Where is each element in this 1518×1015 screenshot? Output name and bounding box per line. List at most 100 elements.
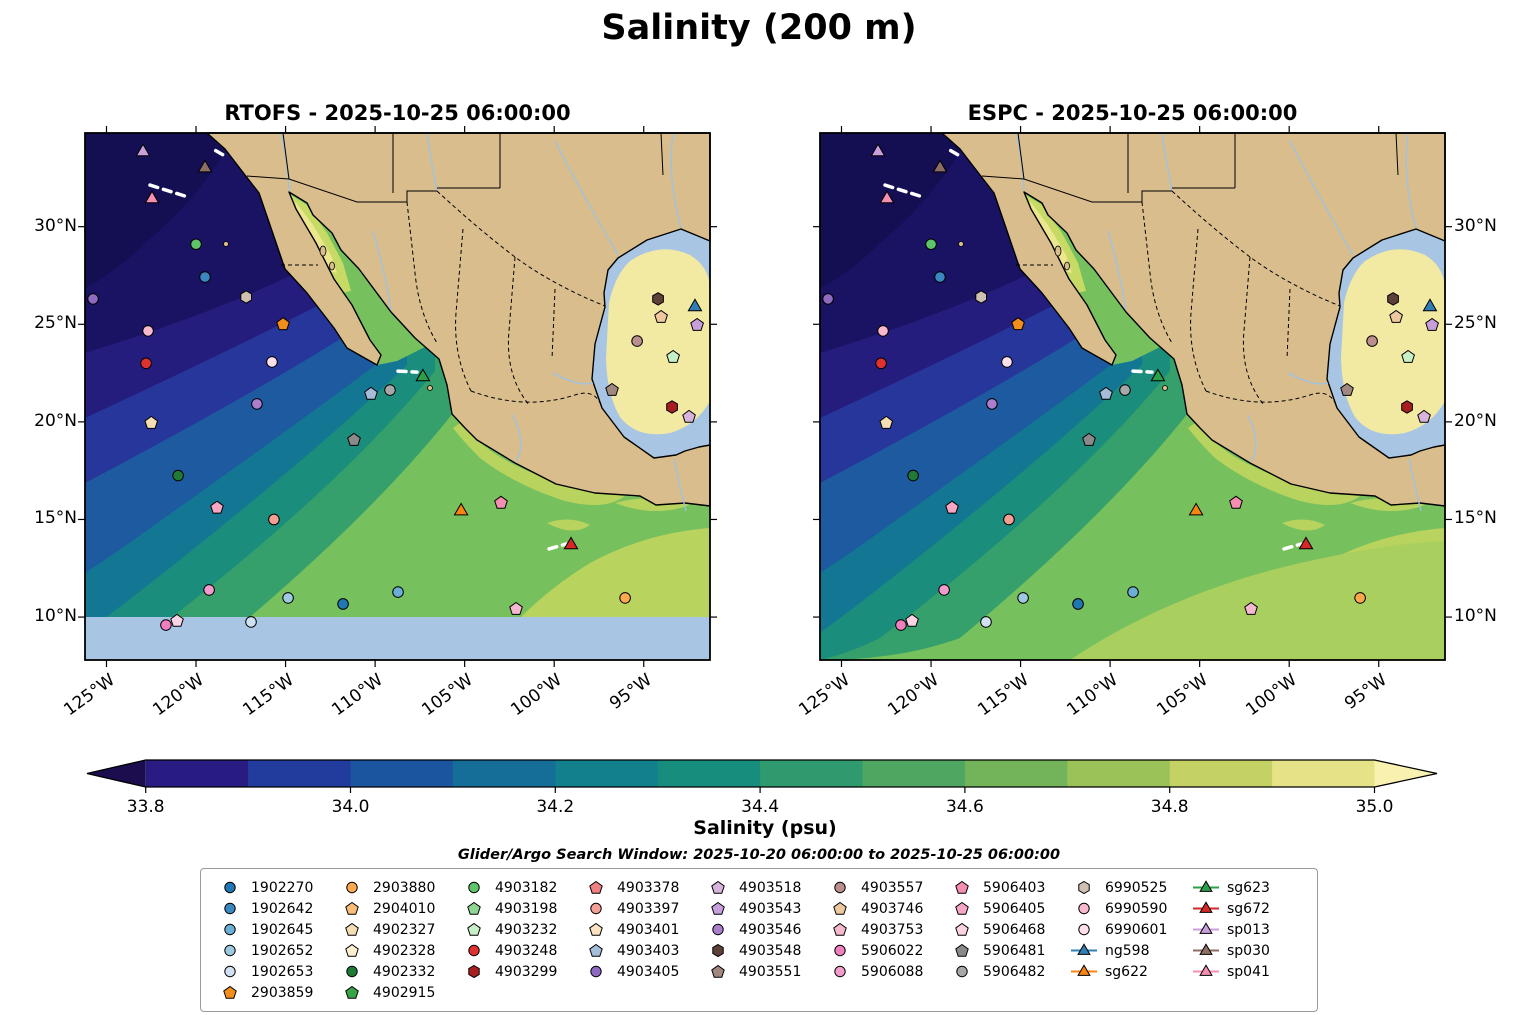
legend-item-sg672: sg672 [1191, 898, 1303, 919]
x-tick-label: 100°W [1242, 670, 1301, 721]
y-tick-label: 20°N [34, 410, 77, 431]
marker-5906022 [160, 619, 172, 631]
float-marker-icon [955, 901, 969, 915]
float-marker-icon [345, 985, 359, 999]
marker-4903232 [666, 349, 680, 363]
marker-5906403 [1229, 495, 1243, 509]
marker-4903299 [1401, 400, 1413, 414]
marker-6990590 [877, 325, 889, 337]
legend-item-label: ng598 [1105, 942, 1150, 959]
legend-item-label: 1902270 [251, 879, 314, 896]
colorbar-tick-label: 34.8 [1150, 797, 1189, 817]
river [512, 414, 522, 462]
marker-1902270 [337, 598, 349, 610]
colorbar-band [760, 760, 864, 787]
glider-marker-icon [1193, 922, 1219, 934]
legend-item-label: 5906405 [983, 900, 1046, 917]
float-marker-icon [590, 902, 602, 915]
float-marker-icon [956, 965, 968, 978]
map-svg-espc [813, 126, 1452, 667]
glider-track-sg672 [1282, 542, 1303, 551]
y-tick-label: 30°N [1454, 215, 1497, 236]
legend-item-label: 5906022 [861, 942, 924, 959]
x-tick-label: 110°W [328, 670, 387, 721]
marker-sg672 [563, 536, 579, 550]
marker-1902652 [282, 592, 294, 604]
float-marker-icon [833, 922, 847, 936]
float-marker-icon [833, 901, 847, 915]
colorbar-band [1272, 760, 1376, 787]
colorbar-tick-label: 35.0 [1355, 797, 1394, 817]
legend-item-4902328: 4902328 [337, 940, 449, 961]
river [372, 230, 392, 311]
marker-4902327 [879, 415, 894, 429]
river [673, 458, 687, 512]
legend-item-label: sg623 [1227, 879, 1270, 896]
marker-ng598 [687, 298, 703, 312]
x-tick-label: 115°W [973, 670, 1033, 721]
x-tick-label: 120°W [884, 670, 943, 721]
search-window-caption: Glider/Argo Search Window: 2025-10-20 06… [457, 847, 1061, 863]
glider-track-sp041 [148, 183, 190, 199]
float-marker-icon [589, 922, 603, 936]
state-border [1017, 132, 1025, 180]
glider-marker-icon [1193, 901, 1219, 913]
marker-sp041 [144, 190, 160, 204]
marker-6990601 [266, 356, 278, 368]
marker-1902653 [245, 616, 257, 628]
marker-4903518 [1417, 409, 1431, 423]
island [1162, 385, 1168, 391]
x-tick-label: 125°W [794, 670, 854, 721]
legend-item-sg623: sg623 [1191, 877, 1303, 898]
river [1405, 132, 1417, 229]
state-border [282, 132, 290, 180]
float-marker-icon [468, 881, 480, 894]
float-marker-icon [224, 923, 236, 936]
float-marker-icon [345, 922, 359, 936]
x-tick-label: 105°W [417, 670, 477, 721]
float-marker-icon [589, 943, 603, 957]
legend-column: sg623 sg672 sp013 sp030 sp041 [1191, 877, 1303, 1003]
x-tick-label: 100°W [507, 670, 566, 721]
x-tick-label: 95°W [605, 670, 656, 714]
legend-item-5906088: 5906088 [825, 961, 937, 982]
legend-item-label: 2904010 [373, 900, 436, 917]
marker-5906022 [895, 619, 907, 631]
y-tick-label: 15°N [34, 508, 77, 529]
legend-item-label: 4903198 [495, 900, 558, 917]
legend-item-4903198: 4903198 [459, 898, 571, 919]
legend-column: 6990525 6990590 6990601 ng598 sg622 [1069, 877, 1181, 1003]
marker-1902270 [1072, 598, 1084, 610]
dashed-border [1286, 288, 1291, 360]
colorbar-tick-label: 34.0 [331, 797, 370, 817]
marker-2903859 [276, 317, 290, 331]
landmass [206, 132, 711, 507]
marker-2903880 [619, 592, 631, 604]
marker-4903543 [1425, 317, 1439, 331]
legend-item-sp041: sp041 [1191, 961, 1303, 982]
marker-4903557 [1366, 335, 1378, 347]
marker-4903551 [605, 382, 619, 396]
legend-item-6990601: 6990601 [1069, 919, 1181, 940]
legend-item-label: sg622 [1105, 963, 1148, 980]
legend-item-sp013: sp013 [1191, 919, 1303, 940]
float-marker-icon [834, 965, 846, 978]
float-marker-icon [467, 901, 481, 915]
glider-track-sp041 [883, 183, 925, 199]
panel-title-rtofs: RTOFS - 2025-10-25 06:00:00 [224, 101, 571, 125]
marker-4903248 [875, 357, 887, 370]
colorbar-label: Salinity (psu) [693, 817, 837, 839]
marker-4902332 [172, 469, 184, 482]
marker-5906481 [1082, 432, 1096, 446]
float-marker-icon [346, 965, 358, 978]
legend-item-1902652: 1902652 [215, 940, 327, 961]
float-marker-icon [468, 944, 480, 957]
marker-5906088 [938, 584, 950, 596]
colorbar-band [452, 760, 556, 787]
marker-2903880 [1354, 592, 1366, 604]
legend-item-4902332: 4902332 [337, 961, 449, 982]
legend-item-1902642: 1902642 [215, 898, 327, 919]
marker-sp013 [135, 143, 151, 157]
dashed-border [1171, 190, 1341, 307]
marker-4903746 [1389, 309, 1403, 323]
